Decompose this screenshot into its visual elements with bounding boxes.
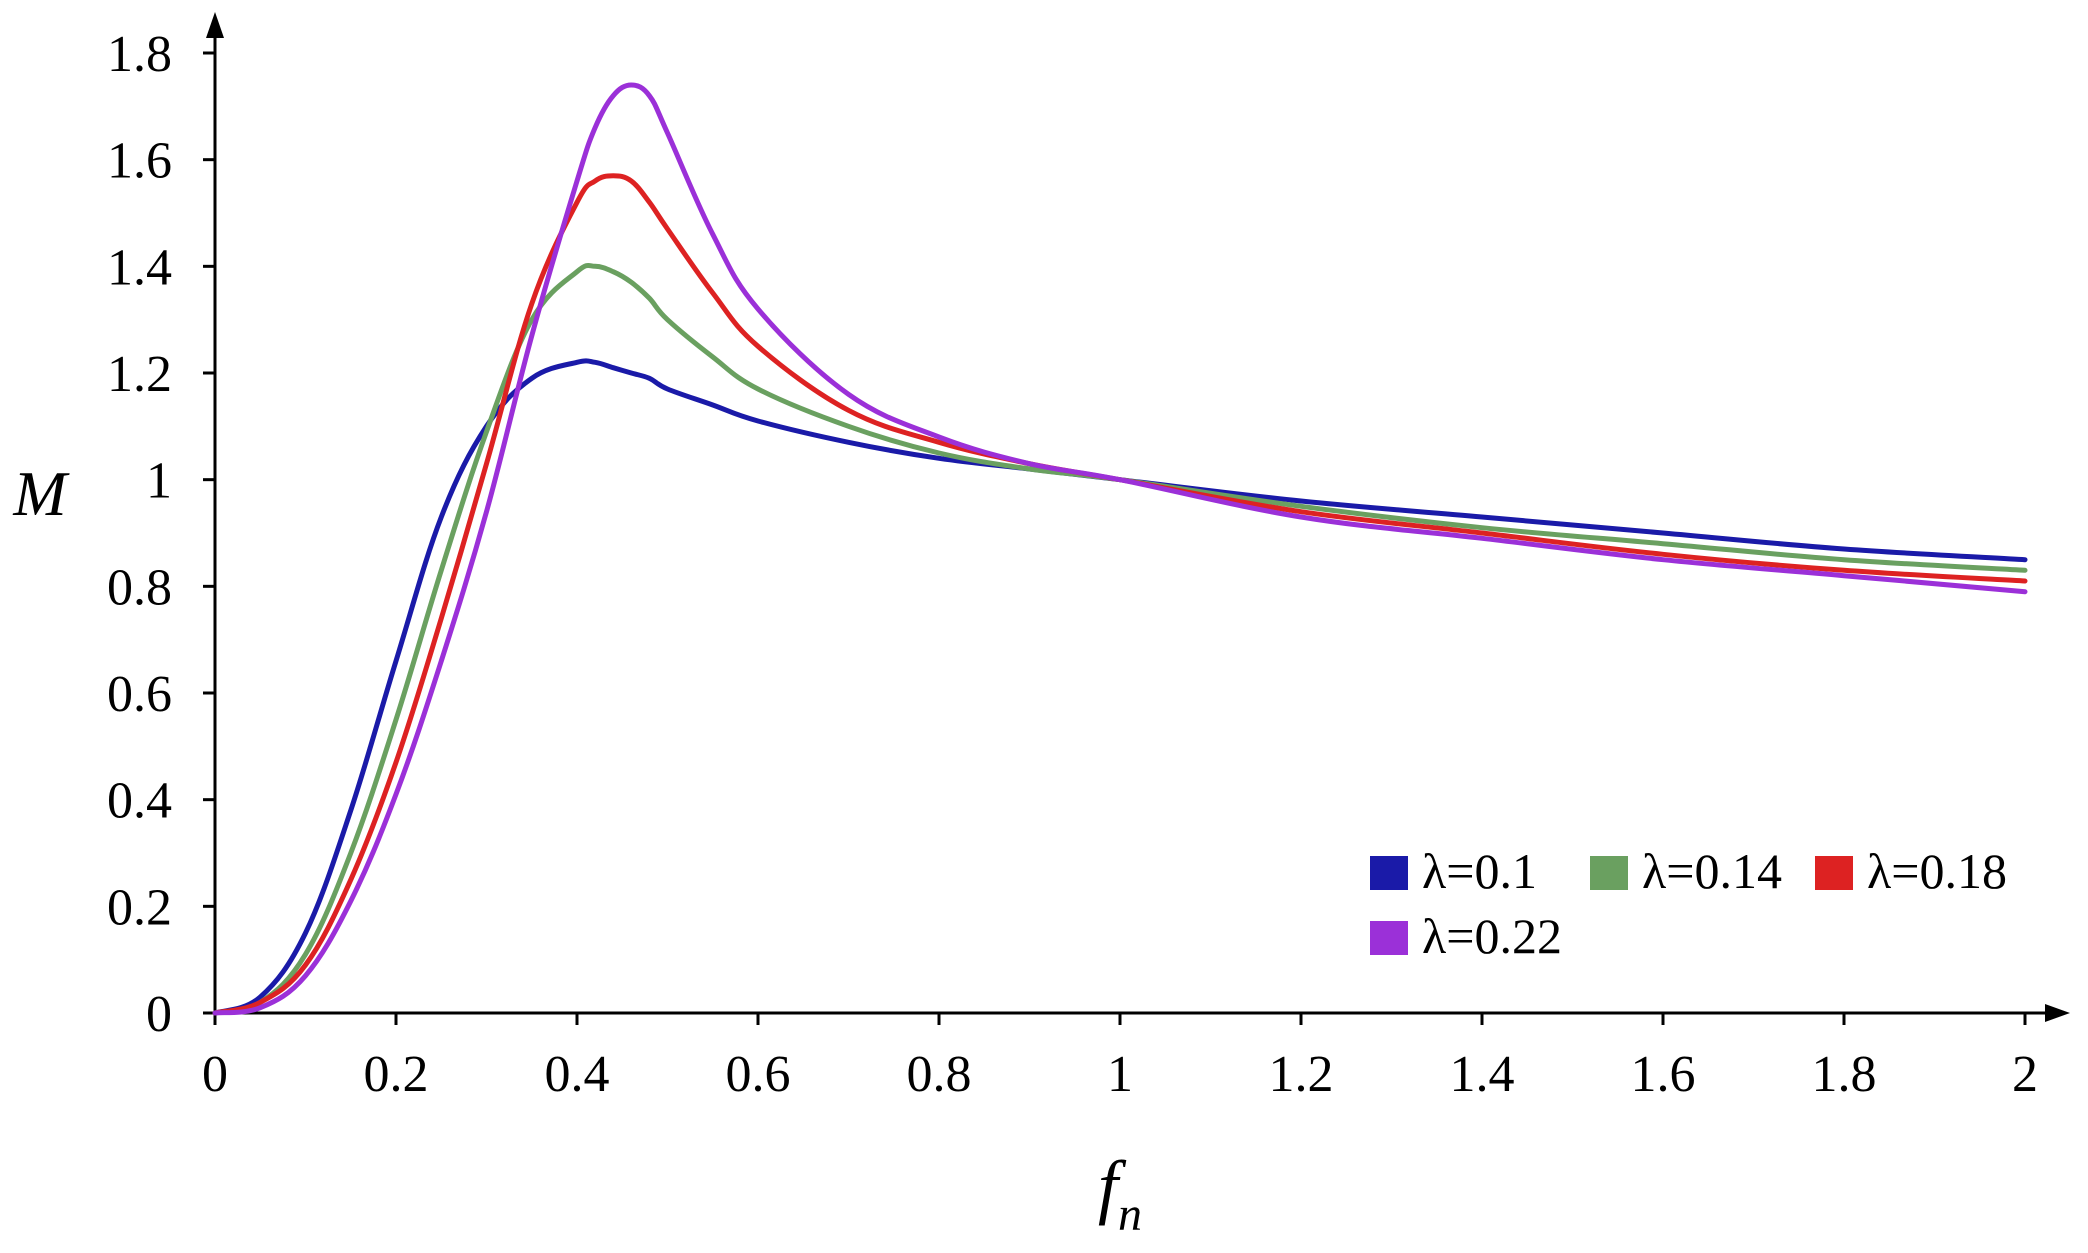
y-tick-label: 0.8 (107, 559, 172, 616)
x-axis-arrow (2045, 1004, 2070, 1022)
legend-label: λ=0.14 (1642, 843, 1782, 899)
legend-item: λ=0.14 (1590, 843, 1782, 899)
x-tick-label: 0.4 (545, 1046, 610, 1103)
legend-item: λ=0.18 (1815, 843, 2007, 899)
x-tick-label: 0.6 (726, 1046, 791, 1103)
x-tick-label: 0.8 (907, 1046, 972, 1103)
y-tick-label: 1.8 (107, 26, 172, 83)
y-tick-label: 1.4 (107, 239, 172, 296)
axes: 0 0.2 0.4 0.6 0.8 1 1.2 1.4 1.6 1.8 2 0 0.2 0.4 0.6 0.8… (107, 12, 2070, 1103)
legend: λ=0.1 λ=0.14 λ=0.18 λ=0.22 (1370, 843, 2007, 964)
y-tick-label: 0.4 (107, 773, 172, 830)
x-tick-label: 1 (1107, 1046, 1133, 1103)
x-tick-label: 1.8 (1812, 1046, 1877, 1103)
y-tick-label: 0.2 (107, 879, 172, 936)
x-tick-label: 1.2 (1269, 1046, 1334, 1103)
series-line-2 (212, 262, 2028, 1016)
legend-swatch (1370, 856, 1408, 890)
series-line-4 (212, 82, 2028, 1016)
y-tick-label: 1.2 (107, 346, 172, 403)
legend-swatch (1815, 856, 1853, 890)
legend-swatch (1370, 921, 1408, 955)
series-layer (212, 82, 2028, 1016)
x-tick-label: 0.2 (364, 1046, 429, 1103)
legend-item: λ=0.22 (1370, 908, 1562, 964)
series-line-3 (212, 173, 2028, 1016)
legend-item: λ=0.1 (1370, 843, 1537, 899)
y-axis-arrow (206, 12, 224, 38)
series-line-1 (212, 358, 2028, 1016)
x-tick-label: 1.4 (1450, 1046, 1515, 1103)
y-tick-label: 0 (146, 986, 172, 1043)
legend-label: λ=0.18 (1867, 843, 2007, 899)
y-tick-label: 1 (146, 453, 172, 510)
legend-label: λ=0.1 (1422, 843, 1537, 899)
x-axis-title-subscript: n (1118, 1188, 1142, 1241)
legend-swatch (1590, 856, 1628, 890)
x-axis-title: fn (1098, 1146, 1142, 1241)
y-tick-label: 1.6 (107, 133, 172, 190)
legend-label: λ=0.22 (1422, 908, 1562, 964)
y-axis-title: M (12, 458, 70, 529)
x-tick-label: 0 (202, 1046, 228, 1103)
x-tick-label: 1.6 (1631, 1046, 1696, 1103)
x-tick-label: 2 (2012, 1046, 2038, 1103)
y-tick-label: 0.6 (107, 666, 172, 723)
